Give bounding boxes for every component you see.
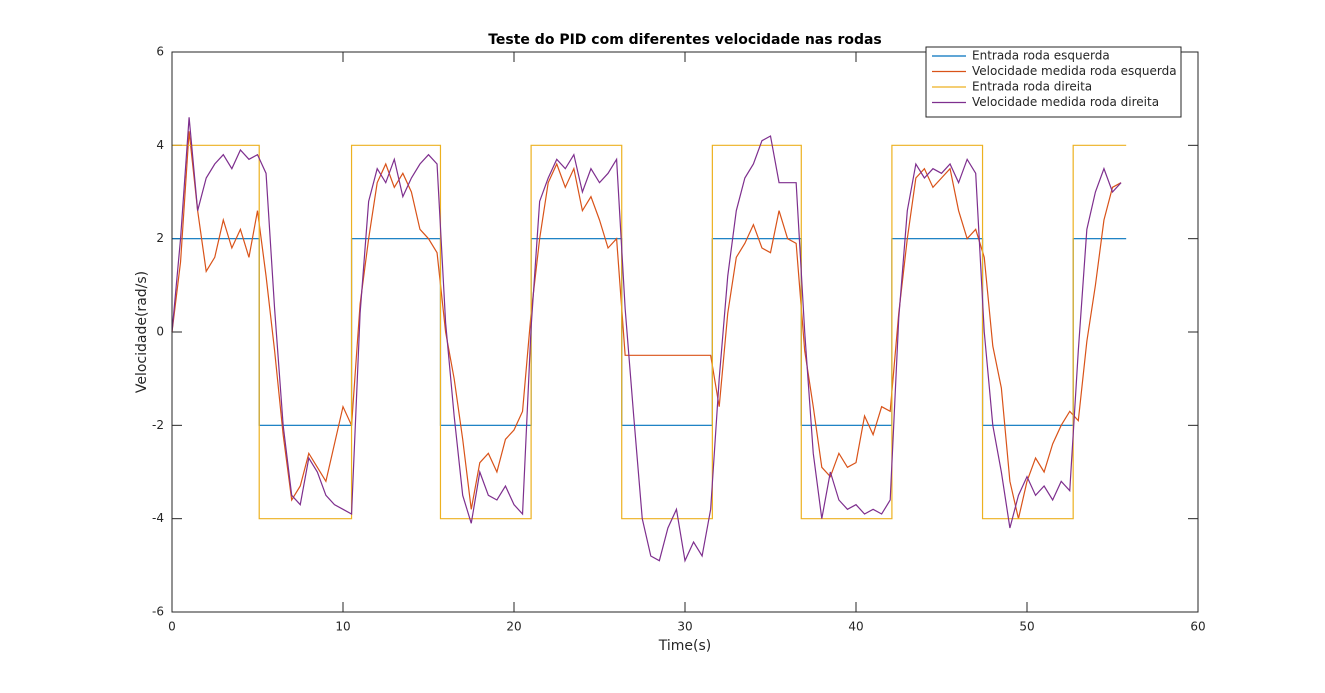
- legend-label: Velocidade medida roda esquerda: [972, 64, 1177, 78]
- series-line: [171, 117, 1122, 563]
- y-tick-label: -4: [152, 511, 164, 525]
- series-line: [172, 144, 1127, 520]
- y-tick-label: 2: [156, 231, 164, 245]
- x-axis-label: Time(s): [658, 638, 711, 654]
- y-tick-label: 4: [156, 138, 164, 152]
- x-tick-label: 50: [1019, 620, 1034, 634]
- chart-title: Teste do PID com diferentes velocidade n…: [488, 32, 882, 48]
- x-tick-label: 0: [168, 620, 176, 634]
- y-tick-label: -6: [152, 605, 164, 619]
- legend-label: Entrada roda esquerda: [972, 49, 1110, 63]
- x-tick-label: 40: [848, 620, 863, 634]
- axes-box: [171, 51, 1199, 613]
- legend-label: Entrada roda direita: [972, 80, 1092, 94]
- x-tick-label: 30: [677, 620, 692, 634]
- y-tick-label: 0: [156, 325, 164, 339]
- legend-box: [925, 46, 1182, 118]
- x-tick-label: 60: [1190, 620, 1205, 634]
- x-tick-label: 20: [506, 620, 521, 634]
- y-tick-label: -2: [152, 418, 164, 432]
- x-tick-label: 10: [335, 620, 350, 634]
- legend-label: Velocidade medida roda direita: [972, 95, 1159, 109]
- y-tick-label: 6: [156, 45, 164, 59]
- y-axis-label: Velocidade(rad/s): [134, 271, 150, 393]
- plot-area: [172, 52, 1198, 612]
- series-line: [171, 131, 1122, 519]
